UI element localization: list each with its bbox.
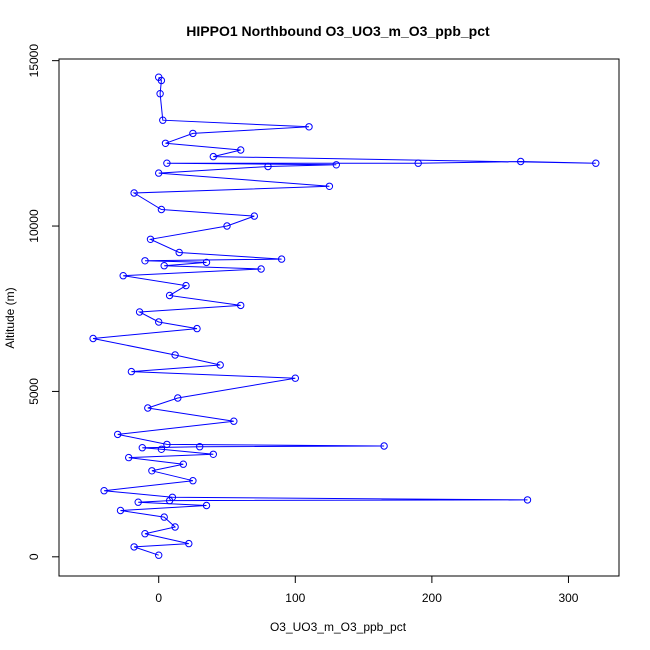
data-point (523, 496, 532, 504)
data-point (237, 301, 245, 310)
data-point (163, 440, 171, 449)
data-point (182, 281, 190, 290)
data-point (202, 501, 211, 510)
data-point (380, 442, 388, 450)
data-point (171, 523, 179, 531)
data-point (160, 262, 168, 270)
x-tick-label: 100 (285, 591, 305, 605)
data-point (156, 90, 164, 98)
y-tick-label: 5000 (27, 378, 41, 405)
data-point (141, 530, 149, 538)
y-axis-label: Altitude (m) (3, 287, 17, 348)
data-point (325, 182, 334, 191)
data-point (592, 159, 600, 167)
data-point (189, 477, 197, 485)
data-point (202, 258, 211, 267)
data-point (89, 334, 97, 343)
data-point (189, 129, 197, 138)
data-point (174, 394, 182, 402)
chart-title: HIPPO1 Northbound O3_UO3_m_O3_ppb_pct (186, 23, 490, 39)
data-point (257, 265, 265, 273)
data-point (141, 257, 149, 265)
data-point (144, 404, 152, 412)
data-point (155, 169, 163, 177)
data-point (216, 361, 224, 369)
data-point (138, 444, 147, 452)
data-point (119, 272, 127, 280)
data-point (134, 498, 142, 506)
data-point (291, 374, 299, 382)
data-point (163, 159, 171, 167)
data-point (332, 161, 340, 169)
data-point (116, 506, 125, 515)
data-point (100, 487, 108, 495)
data-series (89, 73, 600, 559)
x-axis-label: O3_UO3_m_O3_ppb_pct (270, 620, 407, 634)
x-tick-label: 0 (155, 591, 162, 605)
data-point (168, 493, 177, 501)
data-point (185, 539, 193, 548)
data-point (305, 123, 313, 131)
data-point (209, 450, 218, 458)
x-tick-label: 200 (422, 591, 442, 605)
data-point (148, 467, 156, 475)
data-point (517, 157, 525, 166)
y-tick-label: 15000 (27, 44, 41, 78)
data-point (146, 235, 155, 244)
data-point (130, 543, 138, 551)
data-point (250, 212, 259, 220)
y-axis: 0 5000 10000 15000 (27, 44, 60, 560)
data-point (179, 460, 188, 468)
data-point (155, 551, 163, 559)
data-point (193, 324, 201, 333)
data-point (157, 445, 166, 453)
data-point (414, 159, 422, 167)
data-point (160, 513, 168, 521)
data-point (223, 222, 231, 230)
data-point (135, 308, 144, 316)
data-point (157, 205, 166, 214)
data-point (237, 146, 245, 154)
data-point (155, 318, 163, 326)
data-point (171, 351, 179, 359)
x-axis: 0 100 200 300 (155, 575, 579, 605)
x-tick-label: 300 (558, 591, 578, 605)
data-point (230, 417, 238, 425)
data-point (125, 453, 133, 462)
data-point (196, 443, 204, 451)
data-point (264, 162, 272, 171)
data-point (114, 430, 122, 439)
data-point (130, 189, 138, 197)
data-point (127, 367, 136, 376)
data-point (277, 255, 286, 263)
y-tick-label: 0 (27, 553, 41, 560)
series-line (93, 76, 596, 556)
data-point (155, 73, 163, 81)
data-point (161, 139, 170, 148)
data-point (159, 116, 167, 124)
data-point (175, 248, 183, 257)
data-point (165, 291, 174, 300)
data-point (209, 152, 218, 161)
y-tick-label: 10000 (27, 209, 41, 243)
